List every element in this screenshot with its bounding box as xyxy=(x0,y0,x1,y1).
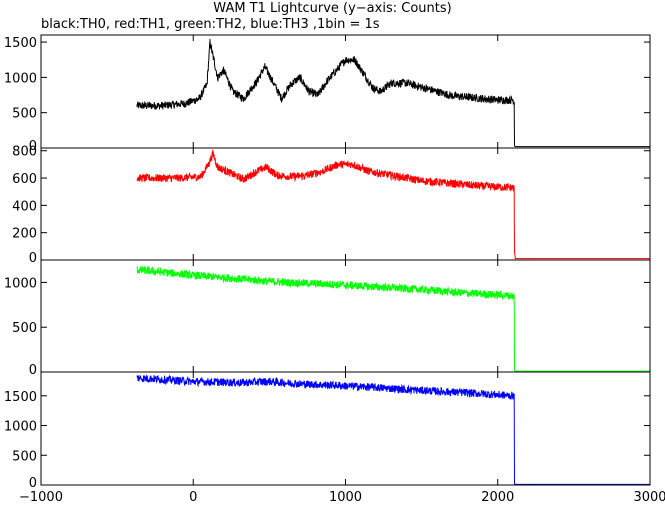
y-tick-label-th1: 400 xyxy=(12,199,37,214)
series-line-th1 xyxy=(136,149,650,260)
y-tick-label-th2: 500 xyxy=(12,321,37,336)
y-tick-label-th0: 1000 xyxy=(4,71,37,86)
y-tick-label-th1: 200 xyxy=(12,227,37,242)
x-tick-label: 0 xyxy=(189,490,197,505)
y-tick-label-th1: 600 xyxy=(12,172,37,187)
series-line-th2 xyxy=(136,265,650,372)
series-line-th0 xyxy=(136,38,650,148)
x-tick-label: −1000 xyxy=(19,490,63,505)
x-tick-label: 1000 xyxy=(329,490,362,505)
chart-legend-subtitle: black:TH0, red:TH1, green:TH2, blue:TH3 … xyxy=(41,17,380,32)
y-tick-label-th2: 1000 xyxy=(4,276,37,291)
y-tick-label-th0: 0 xyxy=(29,139,37,154)
y-tick-label-th3: 1500 xyxy=(4,390,37,405)
x-tick-label: 3000 xyxy=(633,490,665,505)
series-line-th3 xyxy=(136,374,650,485)
y-tick-label-th3: 500 xyxy=(12,449,37,464)
x-tick-label: 2000 xyxy=(481,490,514,505)
panel-frame-th0 xyxy=(40,34,651,149)
y-tick-label-th1: 0 xyxy=(29,251,37,266)
chart-title: WAM T1 Lightcurve (y−axis: Counts) xyxy=(213,1,452,16)
y-tick-label-th0: 500 xyxy=(12,107,37,122)
y-tick-label-th1: 800 xyxy=(12,145,37,160)
y-tick-label-th2: 0 xyxy=(29,363,37,378)
y-tick-label-th0: 1500 xyxy=(4,36,37,51)
y-tick-label-th3: 1000 xyxy=(4,420,37,435)
panel-frame-th2 xyxy=(40,259,651,373)
y-tick-label-th3: 0 xyxy=(29,476,37,491)
